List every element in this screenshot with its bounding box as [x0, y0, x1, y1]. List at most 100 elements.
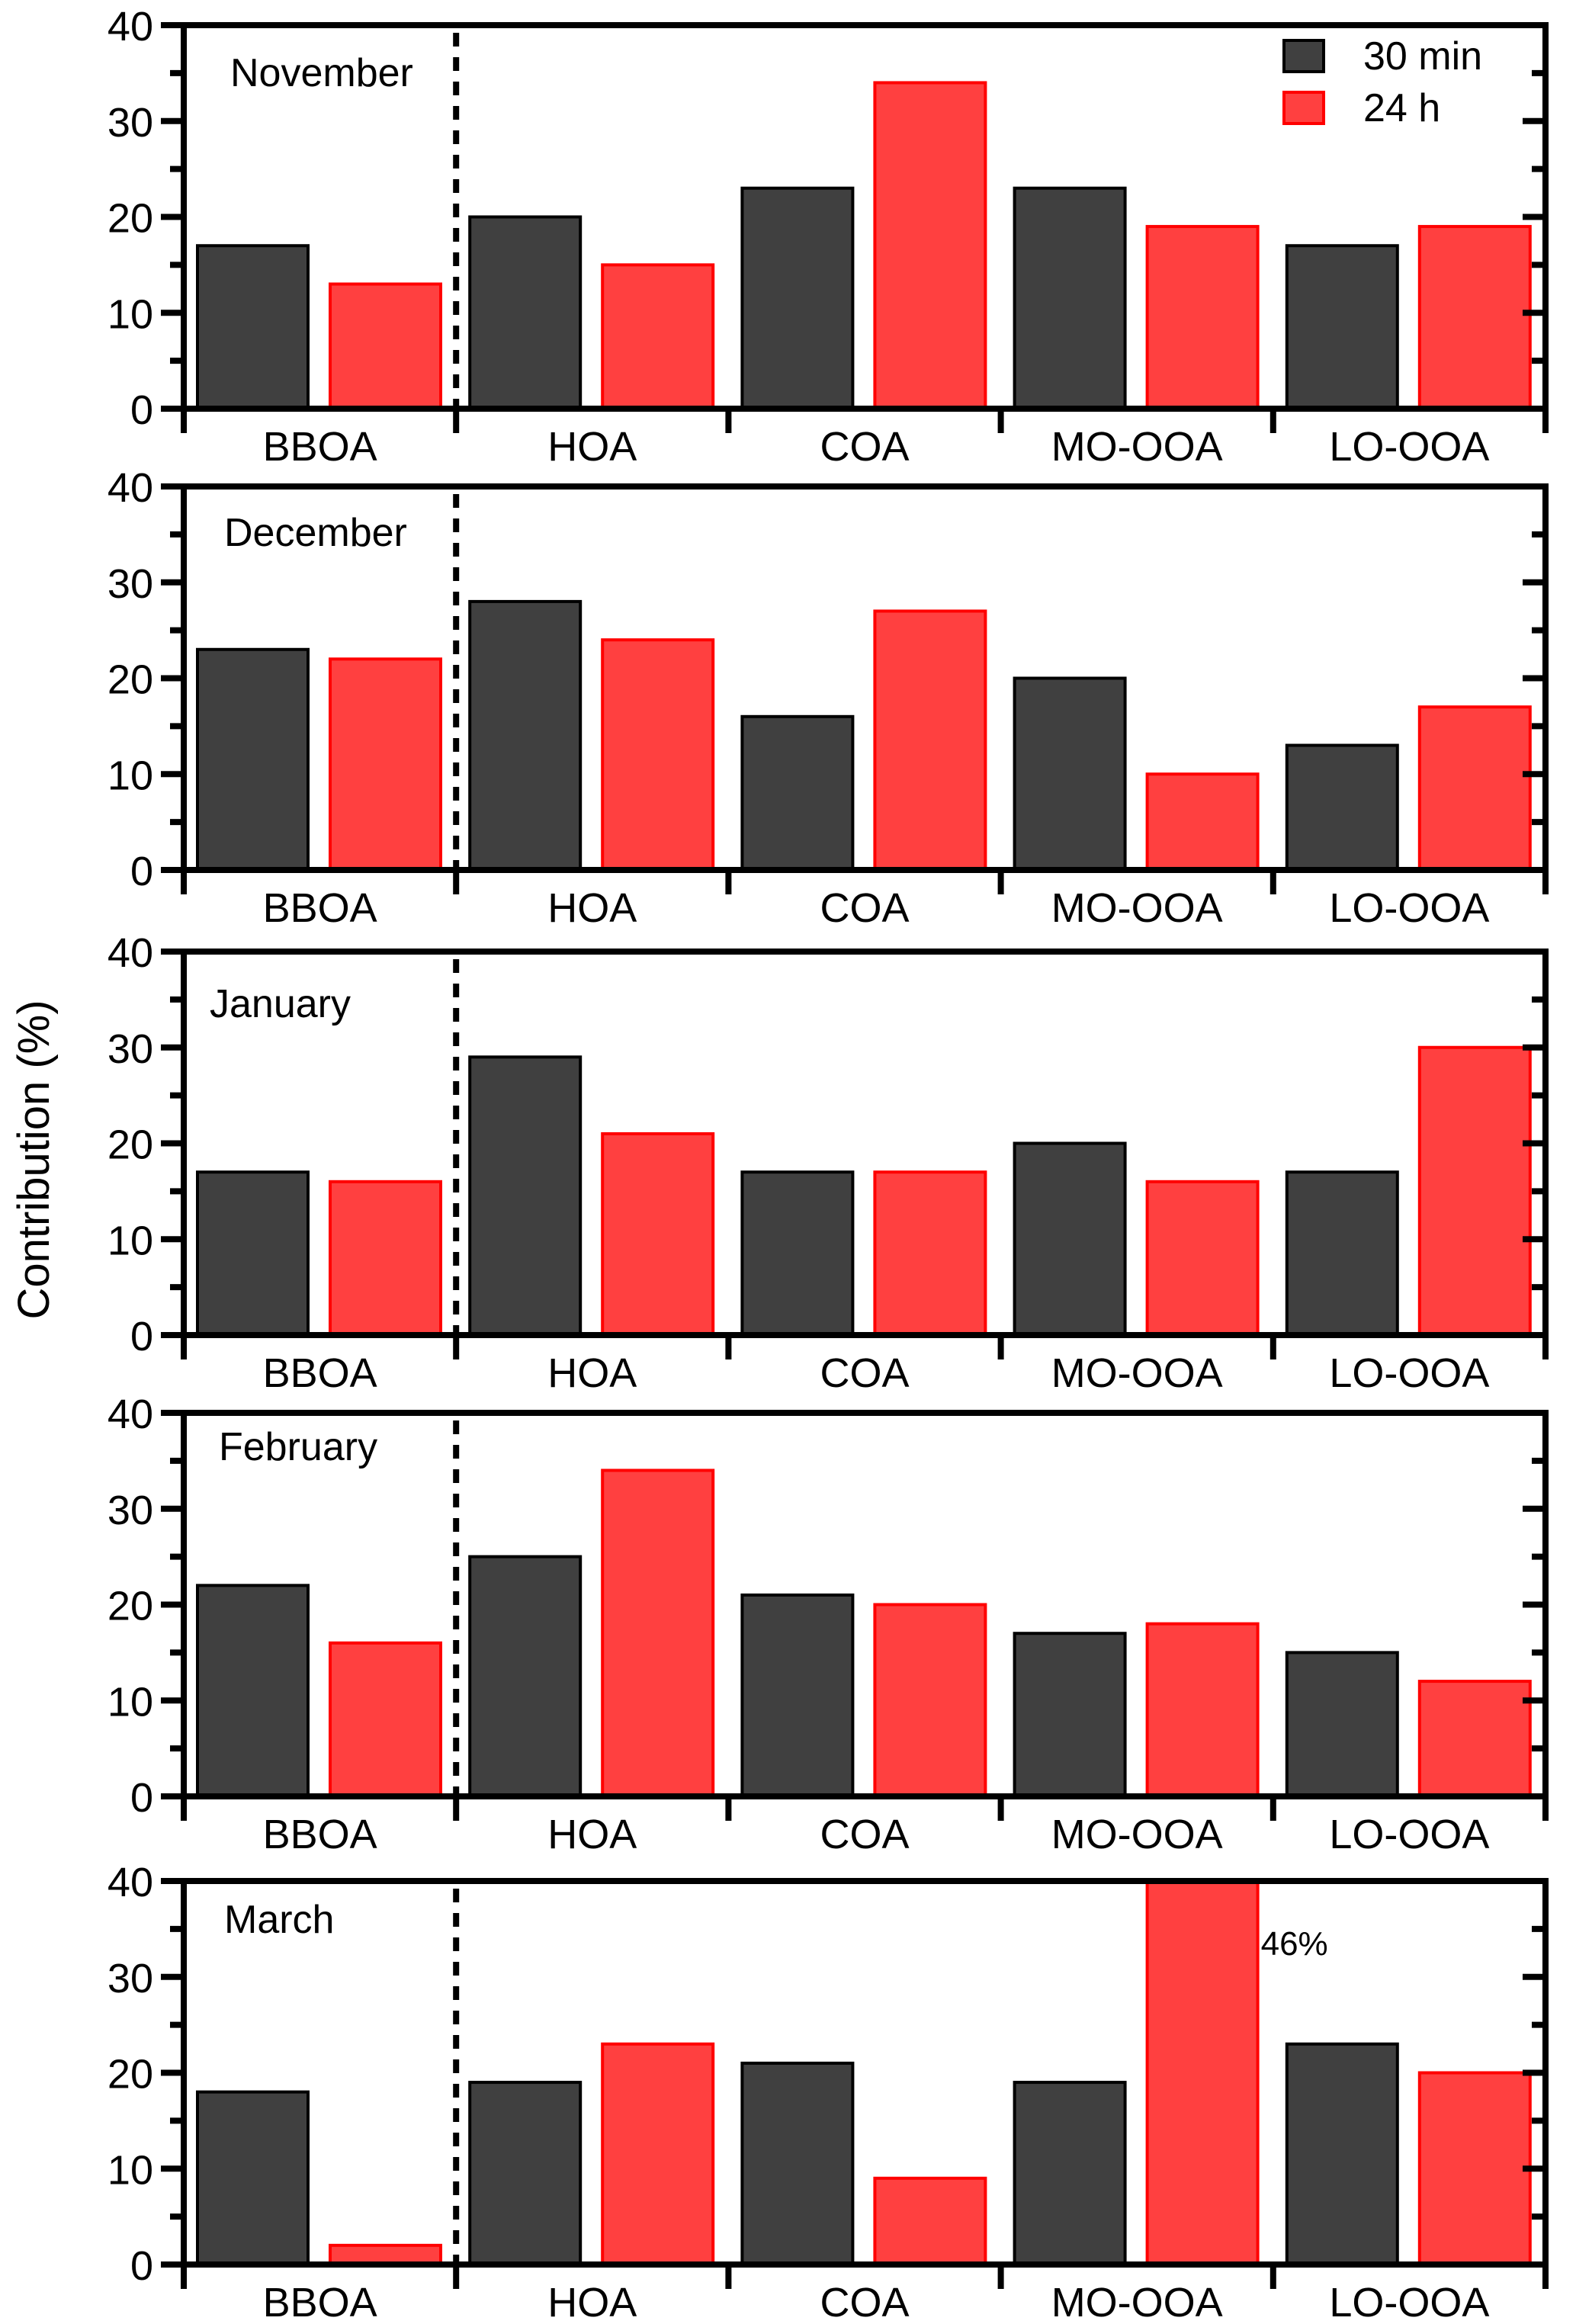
bar-24h-bboa [329, 1180, 442, 1337]
bar-30min-hoa [468, 2081, 583, 2266]
x-tick-label-bboa: BBOA [263, 2280, 377, 2324]
y-tick-label: 40 [108, 1392, 153, 1437]
bar-30min-coa [740, 1170, 855, 1337]
y-tick-label: 40 [108, 930, 153, 976]
bar-30min-coa [740, 714, 855, 872]
bar-30min-mo-ooa [1013, 1632, 1127, 1799]
x-tick-label-coa: COA [820, 885, 909, 931]
bar-30min-bboa [196, 244, 310, 410]
bar-30min-bboa [196, 1584, 310, 1799]
legend-swatch [1282, 91, 1325, 125]
panel-title: December [224, 511, 407, 555]
y-tick-label: 20 [108, 1122, 153, 1168]
bar-24h-hoa [601, 263, 715, 410]
bar-30min-bboa [196, 1170, 310, 1337]
bar-30min-hoa [468, 215, 583, 410]
bar-24h-hoa [601, 1132, 715, 1337]
bar-24h-hoa [601, 1469, 715, 1798]
bar-30min-hoa [468, 599, 583, 872]
panel-january: 0 10 20 30 40 BBOA HOA COA MO-OOA LO-OOA January [108, 930, 1549, 1396]
y-tick-label: 40 [108, 4, 153, 50]
bar-30min-lo-ooa [1285, 244, 1399, 410]
bar-24h-bboa [329, 282, 442, 410]
bar-30min-lo-ooa [1285, 743, 1399, 872]
bar-24h-hoa [601, 638, 715, 872]
bar-24h-bboa [329, 1641, 442, 1799]
x-tick-label-bboa: BBOA [263, 1350, 377, 1396]
panel-title: November [230, 51, 413, 95]
x-tick-label-mo-ooa: MO-OOA [1051, 1812, 1223, 1857]
bar-24h-coa [873, 1603, 987, 1798]
x-tick-label-hoa: HOA [547, 424, 637, 470]
legend-label: 30 min [1363, 34, 1482, 79]
bar-30min-mo-ooa [1013, 676, 1127, 872]
x-tick-label-coa: COA [820, 2280, 909, 2324]
x-tick-label-mo-ooa: MO-OOA [1051, 885, 1223, 931]
bar-30min-coa [740, 2061, 855, 2267]
y-tick-label: 0 [130, 849, 153, 894]
y-axis-label: Contribution (%) [9, 1000, 59, 1319]
legend-swatch [1282, 39, 1325, 73]
y-tick-label: 20 [108, 196, 153, 242]
bar-30min-mo-ooa [1013, 186, 1127, 410]
bar-24h-coa [873, 1170, 987, 1337]
legend-label: 24 h [1363, 86, 1440, 130]
y-tick-label: 40 [108, 465, 153, 511]
y-tick-label: 10 [108, 1679, 153, 1725]
y-tick-label: 0 [130, 2243, 153, 2289]
y-tick-label: 0 [130, 1775, 153, 1821]
y-tick-label: 30 [108, 561, 153, 607]
bar-30min-lo-ooa [1285, 1651, 1399, 1798]
bar-30min-bboa [196, 2090, 310, 2266]
x-tick-label-mo-ooa: MO-OOA [1051, 2280, 1223, 2324]
x-tick-label-lo-ooa: LO-OOA [1329, 2280, 1489, 2324]
bar-30min-hoa [468, 1055, 583, 1337]
panel-november: 0 10 20 30 40 BBOA HOA COA MO-OOA LO-OOA November 3… [108, 4, 1549, 470]
bar-30min-bboa [196, 647, 310, 872]
x-tick-label-lo-ooa: LO-OOA [1329, 1350, 1489, 1396]
bar-24h-lo-ooa [1417, 705, 1532, 872]
bar-24h-mo-ooa [1145, 1180, 1260, 1337]
bar-30min-mo-ooa [1013, 2081, 1127, 2266]
y-tick-label: 0 [130, 387, 153, 433]
x-tick-label-hoa: HOA [547, 885, 637, 931]
bar-24h-coa [873, 81, 987, 410]
bar-24h-mo-ooa [1145, 772, 1260, 872]
x-tick-label-hoa: HOA [547, 2280, 637, 2324]
y-tick-label: 10 [108, 2147, 153, 2193]
bar-30min-lo-ooa [1285, 2042, 1399, 2266]
bar-24h-bboa [329, 657, 442, 872]
y-tick-label: 10 [108, 753, 153, 798]
bar-24h-lo-ooa [1417, 1045, 1532, 1337]
bar-24h-hoa [601, 2042, 715, 2266]
x-tick-label-bboa: BBOA [263, 424, 377, 470]
bar-30min-coa [740, 1593, 855, 1799]
y-tick-label: 40 [108, 1860, 153, 1905]
x-tick-label-hoa: HOA [547, 1350, 637, 1396]
x-tick-label-coa: COA [820, 1350, 909, 1396]
y-tick-label: 10 [108, 291, 153, 337]
x-tick-label-mo-ooa: MO-OOA [1051, 424, 1223, 470]
x-tick-label-hoa: HOA [547, 1812, 637, 1857]
x-tick-label-bboa: BBOA [263, 1812, 377, 1857]
x-tick-label-lo-ooa: LO-OOA [1329, 885, 1489, 931]
panel-march: 0 10 20 30 40 BBOA HOA COA MO-OOA LO-OOA March 46% [108, 1860, 1549, 2324]
bar-24h-mo-ooa [1145, 1879, 1260, 2266]
bar-24h-lo-ooa [1417, 225, 1532, 411]
panel-february: 0 10 20 30 40 BBOA HOA COA MO-OOA LO-OOA February [108, 1392, 1549, 1857]
y-tick-label: 30 [108, 1026, 153, 1072]
y-tick-label: 20 [108, 657, 153, 703]
bar-30min-lo-ooa [1285, 1170, 1399, 1337]
bar-30min-hoa [468, 1555, 583, 1798]
bar-24h-lo-ooa [1417, 2071, 1532, 2266]
x-tick-label-mo-ooa: MO-OOA [1051, 1350, 1223, 1396]
panel-title: February [219, 1425, 377, 1469]
y-tick-label: 20 [108, 2052, 153, 2098]
legend: 30 min 24 h [1282, 34, 1482, 130]
bar-30min-coa [740, 186, 855, 410]
x-tick-label-coa: COA [820, 1812, 909, 1857]
panel-title: March [224, 1898, 334, 1942]
annotation-label: 46% [1261, 1925, 1328, 1963]
x-tick-label-lo-ooa: LO-OOA [1329, 424, 1489, 470]
y-tick-label: 10 [108, 1218, 153, 1263]
